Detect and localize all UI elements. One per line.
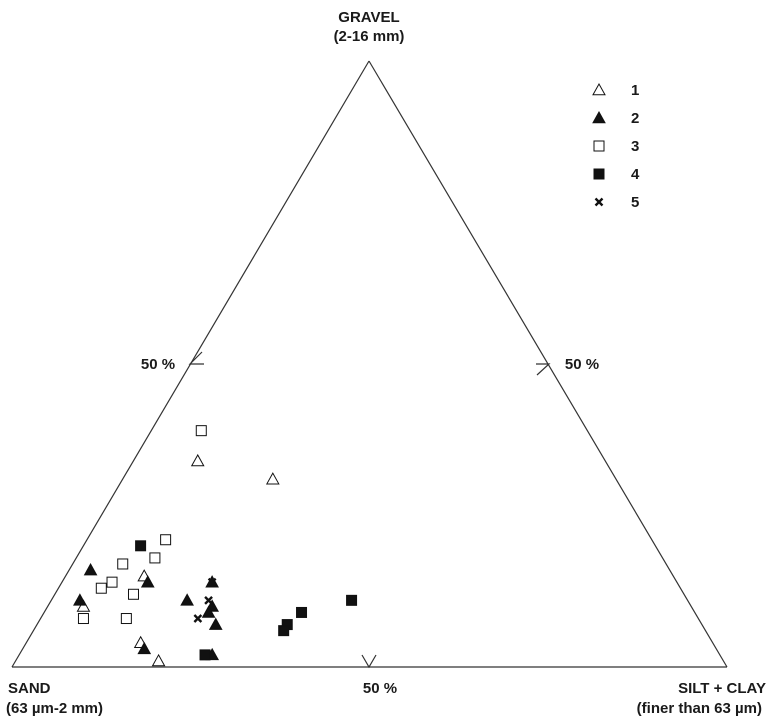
point-series-2-5	[180, 593, 194, 606]
midpoint-labels: 50 % 50 % 50 %	[141, 356, 599, 697]
vertex-right-label: SILT + CLAY	[678, 680, 766, 697]
point-series-1-6	[151, 653, 166, 667]
vertex-right-range: (finer than 63 µm)	[637, 700, 762, 717]
legend-marker-3	[593, 140, 605, 152]
vertex-left-range: (63 µm-2 mm)	[6, 700, 103, 717]
point-series-4-2	[346, 594, 358, 606]
right-mid-tick	[536, 363, 551, 376]
left-mid-tick	[188, 351, 204, 365]
point-series-2-7	[201, 605, 216, 618]
point-series-3-5	[106, 576, 118, 588]
legend-marker-1	[592, 82, 606, 96]
point-series-2-8	[208, 617, 223, 630]
legend-label-5: 5	[631, 194, 639, 211]
vertex-top-range: (2-16 mm)	[334, 28, 405, 45]
point-series-4-5	[278, 625, 290, 637]
vertex-labels: GRAVEL (2-16 mm) SAND (63 µm-2 mm) SILT …	[6, 9, 766, 717]
point-series-3-8	[120, 613, 132, 625]
vertex-top-label: GRAVEL	[338, 9, 399, 26]
point-series-2-1	[83, 563, 98, 576]
midpoint-ticks	[188, 351, 551, 669]
point-series-1-4	[76, 599, 91, 612]
point-series-3-7	[127, 588, 139, 600]
point-series-1-2	[265, 472, 280, 485]
point-series-5-3	[193, 614, 203, 623]
legend-label-2: 2	[631, 110, 639, 127]
point-series-2-9	[137, 641, 152, 655]
triangle-frame	[11, 60, 728, 668]
legend-label-3: 3	[631, 138, 639, 155]
point-series-5-2	[204, 595, 213, 605]
point-series-3-2	[160, 534, 172, 546]
legend-marker-4	[593, 168, 605, 180]
point-series-4-3	[296, 606, 308, 618]
point-series-3-1	[195, 425, 207, 437]
vertex-left-label: SAND	[8, 680, 51, 697]
point-series-4-6	[199, 649, 211, 661]
point-series-3-6	[95, 582, 107, 594]
bottom-mid-tick	[361, 654, 377, 669]
legend: 1 2 3 4 5	[592, 82, 640, 211]
point-series-3-3	[149, 552, 161, 564]
point-series-2-2	[140, 575, 155, 588]
bottom-midpoint-label: 50 %	[363, 680, 397, 697]
point-series-1-1	[190, 453, 205, 467]
point-series-3-4	[117, 558, 129, 570]
legend-label-1: 1	[631, 82, 639, 99]
point-series-4-1	[135, 540, 147, 552]
right-midpoint-label: 50 %	[565, 356, 599, 373]
legend-label-4: 4	[631, 166, 640, 183]
point-series-2-4	[73, 593, 87, 606]
left-midpoint-label: 50 %	[141, 356, 175, 373]
point-series-5-1	[207, 577, 217, 587]
point-series-3-9	[77, 613, 89, 625]
legend-marker-5	[594, 197, 604, 207]
data-points	[73, 425, 358, 667]
legend-marker-2	[592, 110, 606, 124]
